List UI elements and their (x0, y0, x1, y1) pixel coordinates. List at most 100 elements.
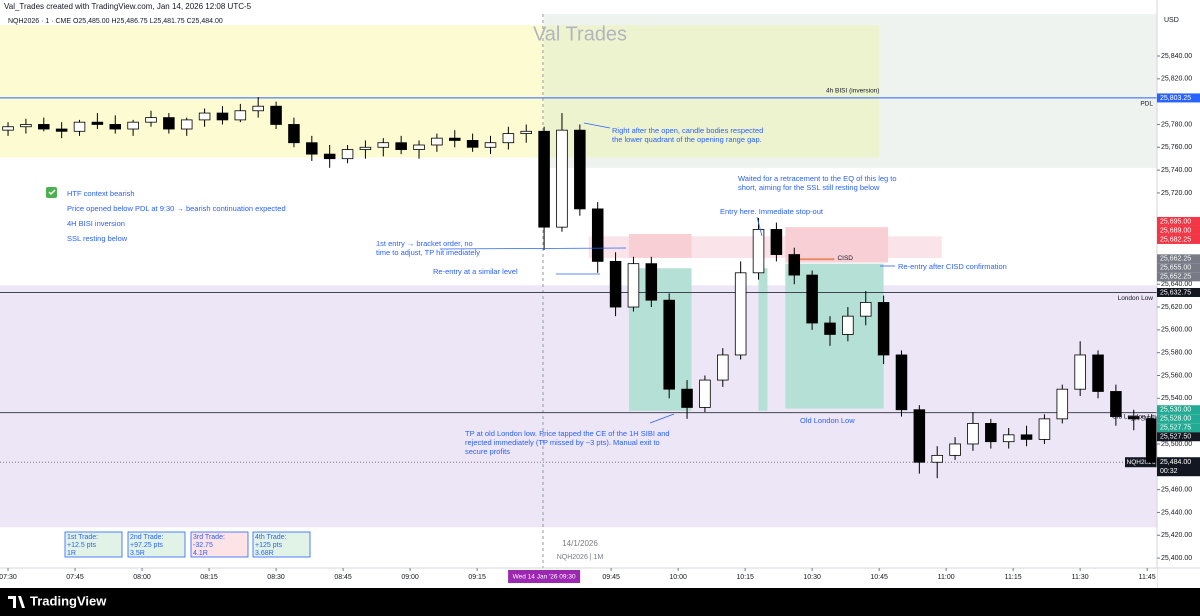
zone (785, 227, 889, 263)
price-label: 25,662.25 (1160, 256, 1191, 263)
candle-body (913, 409, 926, 463)
symbol-label: NQH2026 (1127, 459, 1156, 466)
candle-body (377, 142, 390, 148)
watermark: Val Trades (533, 23, 627, 45)
candle-body (520, 130, 532, 134)
candle-body (574, 129, 586, 210)
arrow (439, 247, 627, 250)
candle-body (1056, 388, 1069, 420)
x-tick-label: 09:15 (468, 574, 486, 581)
price-label-box (1157, 405, 1200, 415)
candle-body (681, 388, 693, 408)
footer-symbol: NQH2026 | 1M (557, 554, 604, 561)
candle-body (306, 142, 318, 155)
annotation: Old London Low (800, 416, 855, 425)
cisd-label: CISD (837, 255, 853, 262)
candle-body (288, 124, 300, 144)
candle-body (252, 105, 264, 112)
x-tick-label: 07:45 (66, 574, 84, 581)
candle-body (788, 254, 801, 276)
price-label: 25,655.00 (1160, 265, 1191, 272)
level-label: London Low (1118, 295, 1154, 302)
candle-body (556, 129, 568, 228)
candle-body (734, 272, 747, 356)
annotation: Re-entry after CISD confirmation (898, 262, 1007, 271)
session-marker-label: Wed 14 Jan '26 09:30 (513, 574, 576, 581)
candle-body (895, 354, 908, 411)
annotation: Old London Low (1112, 414, 1160, 421)
candle-body (341, 149, 354, 160)
candle-body (931, 454, 943, 463)
candle-body (1002, 434, 1015, 443)
y-tick-label: 25,740.00 (1161, 167, 1192, 174)
symbol-tag (1125, 457, 1157, 468)
price-label: 25,689.00 (1160, 227, 1191, 234)
candle-body (198, 112, 211, 121)
y-tick-label: 25,560.00 (1161, 372, 1192, 379)
candle-body (38, 124, 50, 130)
y-tick-label: 25,420.00 (1161, 532, 1192, 539)
annotation: Right after the open, candle bodies resp… (612, 126, 763, 135)
annotation: Re-entry at a similar level (433, 267, 518, 276)
candle-body (859, 302, 872, 317)
x-tick-label: 11:30 (1072, 574, 1089, 581)
context-item: 4H BISI inversion (67, 219, 125, 228)
axes: 25,400.00 25,420.00 25,440.00 25,460.00 25,4… (0, 53, 1200, 583)
price-label-box (1157, 234, 1200, 244)
candle-body (717, 354, 729, 381)
candle-body (431, 137, 443, 146)
x-tick-label: 10:30 (803, 574, 821, 581)
currency: USD (1164, 17, 1179, 24)
price-label: 25,530.00 (1160, 407, 1191, 414)
price-label-box (1157, 254, 1200, 264)
candle-body (1128, 416, 1140, 420)
candle-body (502, 133, 515, 144)
candle-body (484, 142, 497, 148)
trade-box (252, 531, 311, 558)
y-tick-label: 25,780.00 (1161, 121, 1192, 128)
candle-body (395, 142, 407, 150)
price-label-box (1157, 263, 1200, 273)
candle-body (806, 274, 818, 324)
annotation: secure profits (465, 447, 510, 456)
candles (2, 97, 1158, 479)
y-tick-label: 25,440.00 (1161, 509, 1192, 516)
y-tick-label: 25,460.00 (1161, 486, 1192, 493)
symbol-line: NQH2026 · 1 · CME O25,485.00 H25,486.75 … (8, 18, 223, 25)
footer-date: 14/1/2026 (562, 539, 598, 548)
candle-body (699, 379, 711, 408)
x-tick-label: 07:30 (0, 574, 17, 581)
trade-text: 3.5R (130, 550, 145, 557)
trade-box (190, 531, 249, 558)
trade-text: -32.75 (193, 542, 213, 549)
arrow (756, 216, 763, 237)
levels: PDL London Low 1H SIBI NQH2026 CISD (0, 97, 1157, 468)
y-tick-label: 25,760.00 (1161, 144, 1192, 151)
x-tick-label: 09:45 (602, 574, 620, 581)
annotation: rejected immediately (TP missed by ~3 pt… (465, 438, 660, 447)
arrows (439, 122, 895, 424)
x-tick-label: 08:00 (133, 574, 151, 581)
x-tick-label: 10:15 (736, 574, 754, 581)
price-label: 25,527.50 (1160, 434, 1191, 441)
x-tick-label: 11:00 (938, 574, 955, 581)
zone (628, 234, 692, 258)
y-tick-label: 25,540.00 (1161, 395, 1192, 402)
price-label: 25,652.25 (1160, 274, 1191, 281)
price-label: 25,695.00 (1160, 218, 1191, 225)
candle-body (323, 153, 336, 160)
price-label-box (1157, 423, 1200, 433)
logo-icon (8, 596, 25, 608)
x-tick-label: 10:45 (870, 574, 888, 581)
annotation: Waited for a retracement to the EQ of th… (738, 174, 897, 183)
arrow (583, 122, 611, 129)
candle-body (824, 322, 836, 335)
candle-body (752, 229, 765, 274)
annotation: 1st entry → bracket order, no (376, 239, 473, 248)
candle-body (145, 117, 157, 123)
level-label: PDL (1140, 101, 1153, 108)
candle-body (216, 112, 229, 121)
candle-body (538, 130, 550, 228)
price-label-box (1157, 272, 1200, 282)
price-label: 25,682.25 (1160, 236, 1191, 243)
